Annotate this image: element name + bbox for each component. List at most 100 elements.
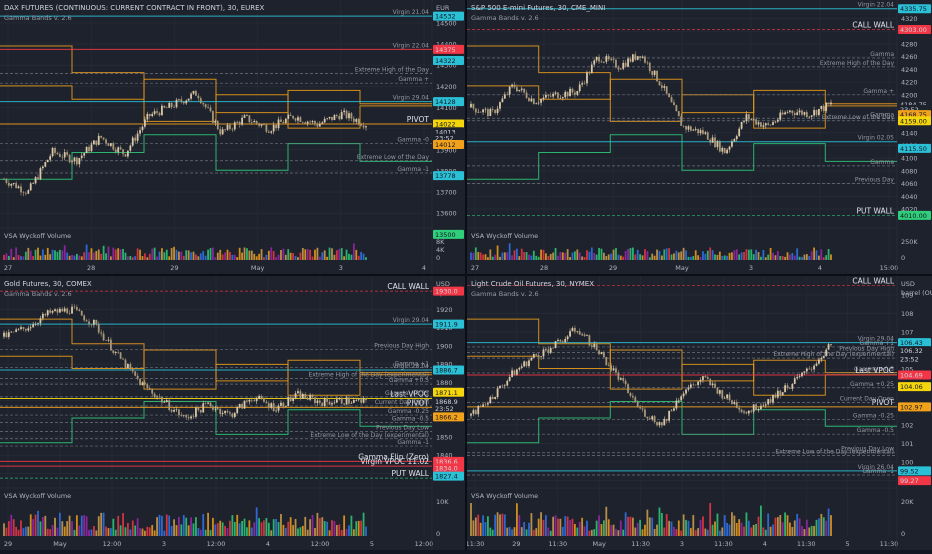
candle-body [615,368,617,373]
panel-separator-horizontal[interactable] [0,274,932,276]
candle-body [328,116,331,119]
candle-body [95,140,98,145]
volume-bar [697,528,700,536]
chart-title: Gold Futures, 30, COMEX [4,280,92,288]
volume-bar [622,256,625,260]
candle-body [333,115,336,121]
candle-body [338,397,341,400]
volume-bar [192,523,195,536]
volume-bar [238,247,241,260]
candle-body [175,409,178,411]
volume-bar [243,518,246,536]
candle-body [163,402,166,403]
candle-body [238,404,241,408]
level-label: PUT WALL [857,206,895,215]
price-tag [898,338,931,348]
volume-bar [190,252,192,260]
volume-bar [20,520,22,536]
candle-body [294,118,297,121]
candle-body [646,416,649,419]
volume-bar [352,243,355,260]
candle-body [636,402,639,407]
price-tag [433,119,464,129]
candle-body [362,398,365,403]
level-label: Virgin 29.04 [858,336,895,343]
candle-body [88,321,90,325]
volume-bar [673,253,675,260]
candle-body [75,157,78,165]
level-label: Virgin 26.04 [858,464,895,471]
volume-bar [784,256,786,260]
candle-body [350,402,353,404]
candle-body [586,335,588,336]
candle-body [231,413,234,417]
price-tag-label: 4159.00 [900,117,927,125]
candle-body [600,352,603,355]
level-label: Virgin 22.04 [858,2,895,9]
candle-body [10,331,13,333]
volume-bar [117,515,120,536]
volume-bar [535,528,538,536]
candle-body [39,318,42,324]
volume-bar [27,526,30,536]
volume-bar [576,527,579,536]
volume-bar [294,518,297,536]
volume-bar [343,256,346,260]
candle-body [277,405,280,411]
candle-body [634,54,637,60]
candle-body [789,388,791,389]
volume-bar [714,521,716,536]
y-tick-label: 14500 [436,19,457,27]
x-tick-label: 5 [370,540,374,548]
volume-bar [617,254,620,260]
candle-body [304,122,307,124]
volume-bar [10,514,13,536]
volume-bar [63,526,66,536]
candle-body [619,378,622,380]
volume-bar [102,245,105,260]
price-tag-label: 14375 [435,46,456,54]
candle-body [600,61,603,63]
candle-body [477,111,480,113]
candle-body [810,369,813,370]
candle-body [209,107,212,112]
candle-body [697,381,700,385]
volume-bar [561,526,564,536]
volume-bar [619,255,622,260]
candle-body [39,168,42,180]
volume-bar [275,257,278,260]
candle-body [511,370,513,378]
volume-bar [767,513,770,536]
volume-bar [280,513,282,536]
candle-body [757,122,760,125]
candle-body [602,61,605,63]
gamma-band-3 [0,349,432,382]
candle-body [49,156,52,160]
level-label: Gamma +1 [395,361,430,368]
candle-body [791,110,794,114]
candle-body [723,398,726,399]
candle-body [253,120,256,123]
level-label: Gamma -0.25 [388,408,429,415]
candle-body [63,308,66,312]
candle-body [827,102,830,105]
volume-bar [250,250,253,260]
candle-body [489,397,492,404]
volume-bar [241,252,243,260]
price-tag [433,365,464,375]
volume-bar [107,528,110,536]
volume-bar [699,519,702,536]
volume-bar [187,250,190,260]
volume-bar [156,517,158,536]
candle-body [182,101,185,104]
level-label: Gamma [870,159,894,166]
candle-body [786,385,789,389]
candle-body [263,398,265,402]
candle-body [224,410,226,414]
candle-body [711,383,714,386]
volume-bar [711,524,714,536]
level-label: Previous Day [855,177,895,184]
candle-body [122,358,124,360]
volume-bar [491,529,494,536]
